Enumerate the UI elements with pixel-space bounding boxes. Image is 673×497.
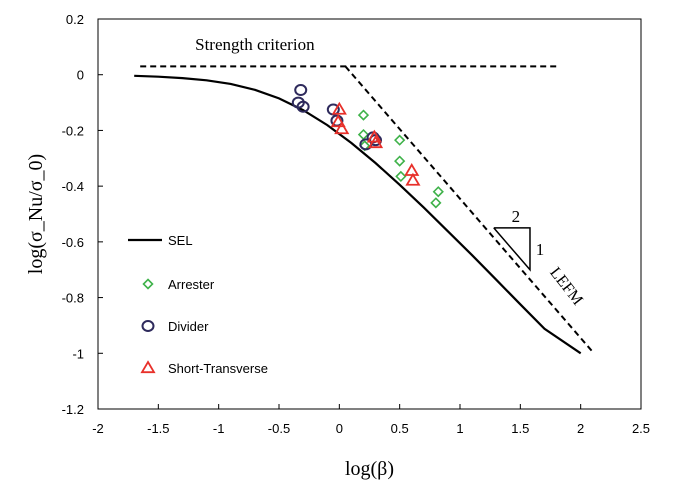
x-axis-label: log(β) xyxy=(345,458,394,480)
legend-item-short-transverse: Short-Transverse xyxy=(140,360,268,376)
y-tick-label: -0.2 xyxy=(62,123,84,138)
y-tick-label: -0.8 xyxy=(62,291,84,306)
arrester-point xyxy=(432,186,444,198)
short-transverse-point xyxy=(367,135,384,149)
slope-run-label: 2 xyxy=(512,207,521,226)
divider-point xyxy=(296,100,310,113)
x-tick-label: 1 xyxy=(456,421,463,436)
arrester-point xyxy=(394,134,406,146)
legend-label: Arrester xyxy=(168,277,215,292)
x-tick-label: 0 xyxy=(336,421,343,436)
arrester-point xyxy=(357,109,370,121)
legend-item-arrester: Arrester xyxy=(142,277,215,292)
x-tick-label: -1 xyxy=(213,421,225,436)
x-tick-label: -1.5 xyxy=(147,421,169,436)
x-tick-label: -0.5 xyxy=(268,421,290,436)
x-tick-label: 0.5 xyxy=(391,421,409,436)
short-transverse-point xyxy=(334,121,350,135)
short-transverse-point xyxy=(366,129,382,143)
legend-swatch-diamond xyxy=(142,278,154,290)
sel-line xyxy=(134,74,582,355)
y-tick-label: -0.6 xyxy=(62,235,84,250)
short-transverse-point xyxy=(404,163,420,176)
lefm-line xyxy=(344,65,594,353)
legend-item-sel: SEL xyxy=(128,233,193,248)
arrester-point xyxy=(395,170,407,183)
legend-item-divider: Divider xyxy=(141,319,209,334)
slope-triangle xyxy=(493,227,531,272)
legend-label: Short-Transverse xyxy=(168,361,268,376)
legend-swatch-triangle xyxy=(140,360,156,374)
short-transverse-point xyxy=(405,172,421,186)
arrester-point xyxy=(394,155,406,167)
legend-swatch-circle xyxy=(141,320,155,332)
x-tick-label: -2 xyxy=(92,421,104,436)
arrester-point xyxy=(430,197,442,209)
y-tick-label: 0.2 xyxy=(66,12,84,27)
x-tick-label: 1.5 xyxy=(511,421,529,436)
arrester-point xyxy=(357,128,370,141)
divider-point xyxy=(294,84,308,97)
legend-label: Divider xyxy=(168,319,209,334)
legend-label: SEL xyxy=(168,233,193,248)
lefm-label: LEFM xyxy=(546,264,586,308)
y-tick-label: -1.2 xyxy=(62,402,84,417)
short-transverse-point xyxy=(330,114,346,128)
short-transverse-point xyxy=(331,101,347,115)
y-tick-label: 0 xyxy=(77,68,84,83)
y-tick-label: -1 xyxy=(72,346,84,361)
x-tick-label: 2 xyxy=(577,421,584,436)
plot-frame xyxy=(97,18,642,410)
y-tick-label: -0.4 xyxy=(62,179,84,194)
slope-rise-label: 1 xyxy=(536,240,545,259)
y-axis-label: log(σ_Nu/σ_0) xyxy=(25,154,47,274)
x-tick-label: 2.5 xyxy=(632,421,650,436)
strength-criterion-label: Strength criterion xyxy=(195,35,315,54)
